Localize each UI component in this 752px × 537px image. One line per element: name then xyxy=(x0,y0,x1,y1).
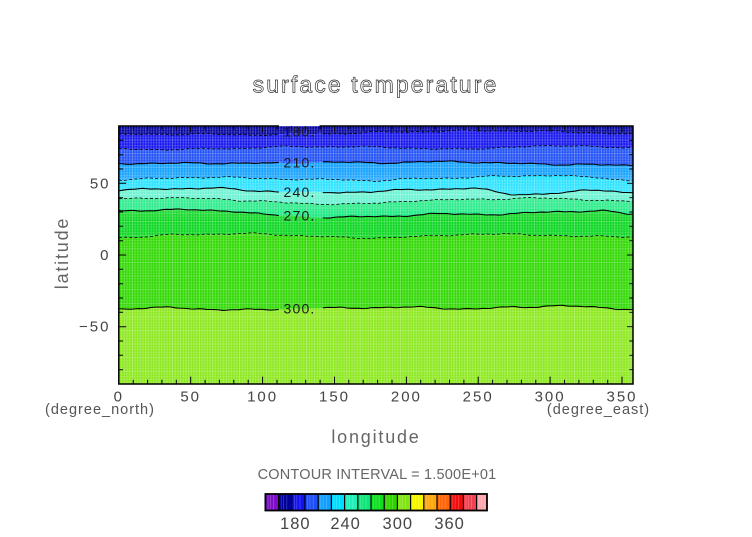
svg-text:180.: 180. xyxy=(283,124,315,140)
svg-text:360: 360 xyxy=(434,515,465,532)
svg-text:250: 250 xyxy=(463,388,494,405)
svg-text:0: 0 xyxy=(114,388,124,405)
svg-text:(degree_north): (degree_north) xyxy=(45,402,155,418)
svg-text:180: 180 xyxy=(280,515,311,532)
svg-text:50: 50 xyxy=(90,175,111,192)
svg-text:(degree_east): (degree_east) xyxy=(547,402,650,418)
svg-text:100: 100 xyxy=(247,388,278,405)
svg-text:350: 350 xyxy=(606,388,637,405)
svg-text:CONTOUR INTERVAL = 1.500E+: CONTOUR INTERVAL = 1.500E+01 xyxy=(258,467,497,483)
svg-text:240.: 240. xyxy=(283,184,315,200)
svg-text:150: 150 xyxy=(319,388,350,405)
svg-text:surface temperature: surface temperature xyxy=(253,72,499,98)
svg-text:300: 300 xyxy=(535,388,566,405)
svg-text:300.: 300. xyxy=(283,301,315,317)
svg-text:240: 240 xyxy=(330,515,361,532)
svg-text:longitude: longitude xyxy=(331,427,420,447)
svg-text:latitude: latitude xyxy=(52,217,72,289)
svg-text:200: 200 xyxy=(391,388,422,405)
svg-text:0: 0 xyxy=(100,247,110,264)
svg-text:−50: −50 xyxy=(79,319,110,336)
svg-text:50: 50 xyxy=(180,388,201,405)
svg-text:210.: 210. xyxy=(283,155,315,171)
svg-text:300: 300 xyxy=(383,515,414,532)
svg-text:270.: 270. xyxy=(283,208,315,224)
